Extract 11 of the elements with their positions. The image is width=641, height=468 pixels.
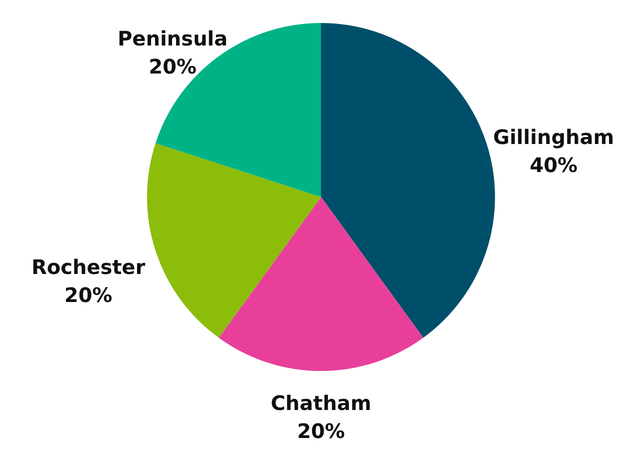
slice-label: Chatham xyxy=(270,391,372,416)
pie-slice xyxy=(218,197,424,371)
pie-slice xyxy=(321,23,495,338)
data-label: 20% xyxy=(64,282,112,307)
slice-label: Rochester xyxy=(32,254,146,279)
slice-label: Gillingham xyxy=(493,125,614,150)
data-label: 40% xyxy=(530,153,578,178)
data-label: 20% xyxy=(297,419,345,444)
data-label: 20% xyxy=(148,54,197,78)
pie-slice xyxy=(147,143,321,338)
slice-label: Peninsula xyxy=(118,26,228,50)
